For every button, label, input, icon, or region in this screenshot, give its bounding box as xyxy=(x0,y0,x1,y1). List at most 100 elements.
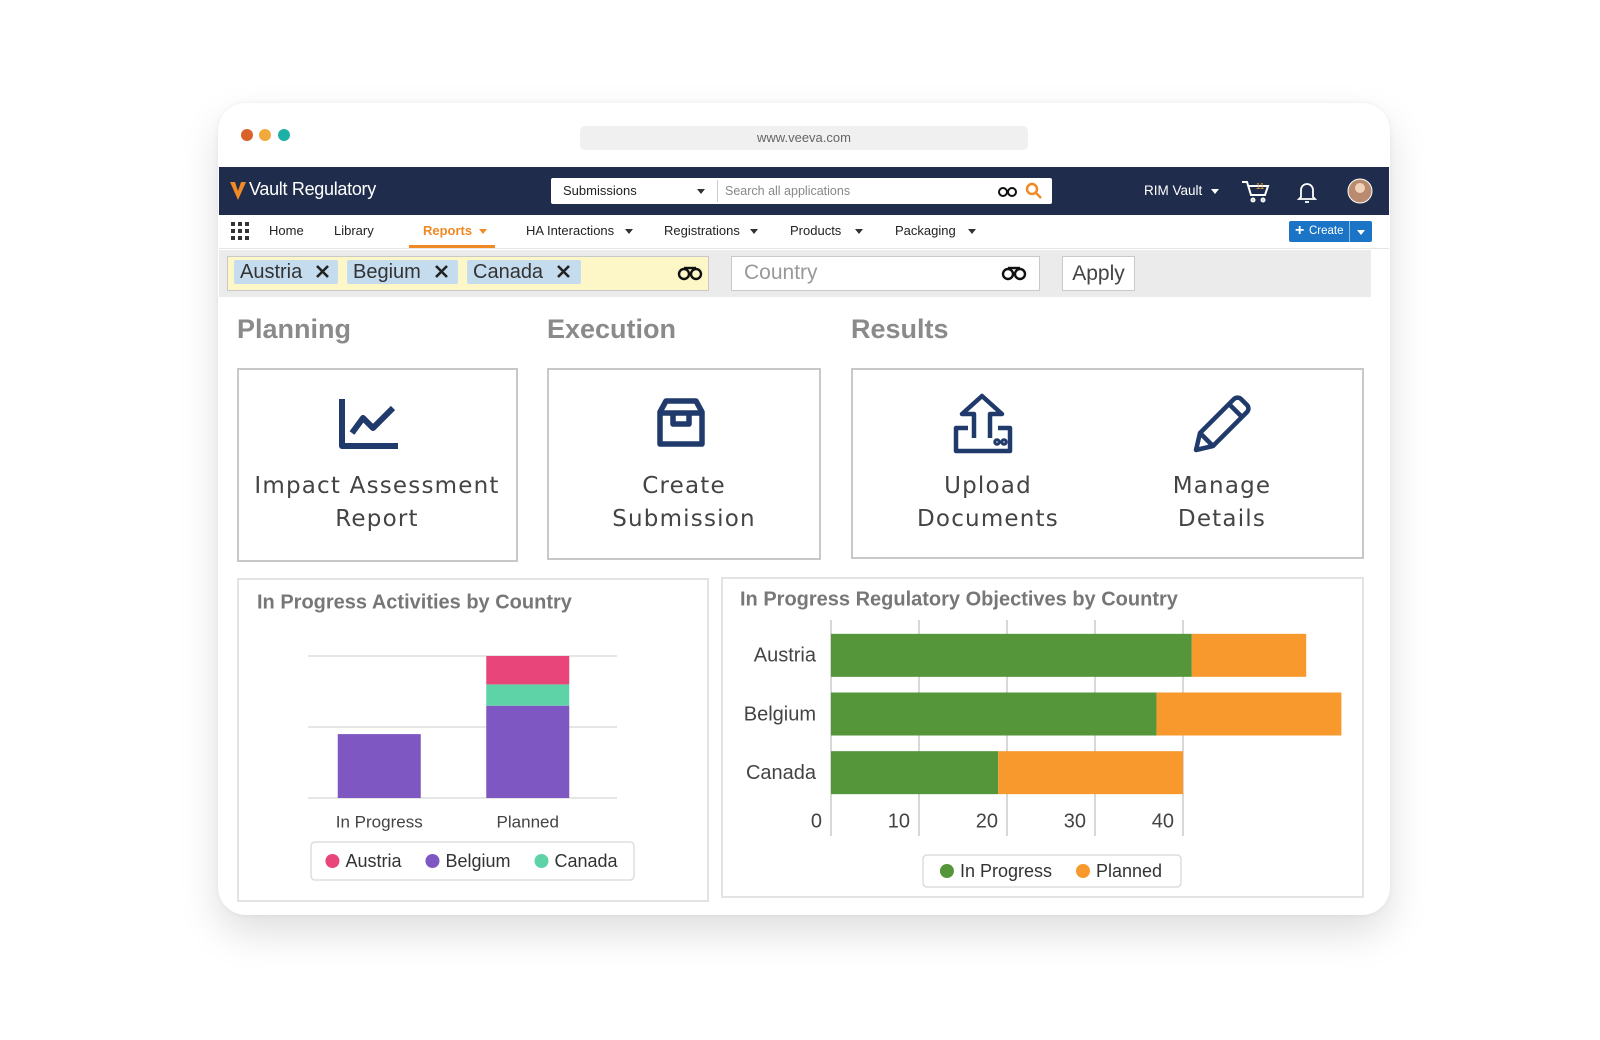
tile-label[interactable]: Impact Assessment Report xyxy=(254,473,500,532)
nav-item[interactable]: Registrations xyxy=(664,223,740,238)
dropdown-caret xyxy=(968,229,976,234)
bar-segment xyxy=(1191,633,1307,677)
y-tick-label: Austria xyxy=(754,645,817,667)
active-underline xyxy=(409,245,495,248)
plus-icon: + xyxy=(1295,222,1305,239)
overlay: 11 In Progress Activities by Country In P… xyxy=(230,178,1373,888)
bar-segment xyxy=(486,705,570,798)
bar-segment xyxy=(998,751,1183,795)
url-bar[interactable]: www.veeva.com xyxy=(580,126,1028,150)
x-tick-label: 30 xyxy=(1064,810,1086,832)
avatar-face xyxy=(1355,183,1365,193)
x-tick-label: 40 xyxy=(1152,810,1174,832)
legend-box xyxy=(922,854,1182,888)
bar-segment xyxy=(831,751,999,795)
nav-item[interactable]: Products xyxy=(790,223,842,238)
create-button[interactable]: + Create xyxy=(1289,221,1372,242)
search-box[interactable] xyxy=(551,178,1052,204)
apply-button[interactable]: Apply xyxy=(1062,256,1135,291)
bar-segment xyxy=(1156,692,1342,736)
x-tick-label: 20 xyxy=(976,810,998,832)
legend-label: Austria xyxy=(345,851,402,871)
dropdown-caret xyxy=(625,229,633,234)
dropdown-caret xyxy=(855,229,863,234)
search-placeholder[interactable]: Search all applications xyxy=(725,184,851,198)
bar-segment xyxy=(831,692,1157,736)
divider xyxy=(717,180,718,202)
chart-title: In Progress Activities by Country xyxy=(257,591,573,613)
search-scope[interactable]: Submissions xyxy=(563,183,637,198)
legend-label: Canada xyxy=(555,851,619,871)
pencil-icon xyxy=(1193,395,1251,453)
window-dot[interactable] xyxy=(259,129,271,141)
x-tick-label: In Progress xyxy=(336,812,423,831)
x-tick-label: 10 xyxy=(888,810,910,832)
search-icon[interactable] xyxy=(1025,182,1042,199)
section-title: Planning xyxy=(237,314,351,344)
dropdown-caret xyxy=(1211,189,1219,194)
legend-label: Planned xyxy=(1096,861,1162,881)
dropdown-caret xyxy=(750,229,758,234)
window-dot[interactable] xyxy=(278,129,290,141)
logo-mark xyxy=(230,182,246,200)
bell-icon[interactable] xyxy=(1296,183,1318,203)
chip-label: Austria xyxy=(240,261,303,283)
nav-item[interactable]: Home xyxy=(269,223,304,238)
bar-segment xyxy=(831,633,1192,677)
bar-segment xyxy=(486,656,570,685)
bar-segment xyxy=(337,734,421,798)
vault-menu[interactable]: RIM Vault xyxy=(1144,183,1203,198)
divider xyxy=(1349,221,1350,242)
tile-label[interactable]: Manage Details xyxy=(1172,473,1272,532)
dropdown-caret xyxy=(697,189,705,194)
bar-segment xyxy=(486,684,570,706)
logo[interactable]: Vault Regulatory xyxy=(249,179,376,199)
action-tile[interactable] xyxy=(237,368,518,562)
app: www.veeva.com Vault Regulatory Submissio… xyxy=(20,0,1580,1040)
country-input[interactable] xyxy=(731,256,1040,291)
chart-panel xyxy=(721,577,1364,898)
chip-label: Begium xyxy=(353,261,421,283)
dropdown-caret xyxy=(479,229,487,234)
y-tick-label: Belgium xyxy=(744,703,816,725)
nav-item[interactable]: Reports xyxy=(423,223,473,238)
binoculars-icon xyxy=(998,187,1017,197)
nav-item[interactable]: Library xyxy=(334,223,374,238)
legend-label: In Progress xyxy=(960,861,1052,881)
y-tick-label: Canada xyxy=(746,762,817,784)
nav-item[interactable]: Packaging xyxy=(895,223,956,238)
country-placeholder: Country xyxy=(744,261,818,284)
binoculars-icon[interactable] xyxy=(677,266,703,281)
nav-item[interactable]: HA Interactions xyxy=(526,223,615,238)
dropdown-caret xyxy=(1357,230,1365,235)
section-title: Results xyxy=(851,314,949,344)
legend-marker xyxy=(325,854,340,868)
cart-count: 11 xyxy=(1256,182,1265,191)
section-title: Execution xyxy=(547,314,677,344)
action-tile[interactable] xyxy=(851,368,1364,559)
legend-marker xyxy=(425,854,440,868)
legend-box xyxy=(310,841,635,881)
x-tick-label: 0 xyxy=(811,810,822,832)
legend-marker xyxy=(534,854,549,868)
tile-label[interactable]: Create Submission xyxy=(612,473,756,532)
binoculars-icon[interactable] xyxy=(1001,266,1027,281)
filter-chip[interactable]: Begium xyxy=(347,260,458,284)
legend-marker xyxy=(1075,864,1090,878)
x-tick-label: Planned xyxy=(497,812,559,831)
nav-bar xyxy=(219,215,1389,249)
chart-icon xyxy=(339,399,398,449)
apps-grid-icon[interactable] xyxy=(231,222,249,240)
legend-label: Belgium xyxy=(445,851,510,871)
cart-icon[interactable] xyxy=(1242,181,1270,203)
chip-remove-icons[interactable] xyxy=(316,265,570,278)
legend-marker xyxy=(939,864,954,878)
chip-label: Canada xyxy=(473,261,544,283)
upload-icon xyxy=(953,393,1013,454)
tile-label[interactable]: Upload Documents xyxy=(917,473,1059,532)
chart-title: In Progress Regulatory Objectives by Cou… xyxy=(740,588,1179,610)
url-text: www.veeva.com xyxy=(757,130,851,145)
create-label: Create xyxy=(1309,225,1344,237)
box-icon xyxy=(657,398,705,447)
window-dot[interactable] xyxy=(241,129,253,141)
